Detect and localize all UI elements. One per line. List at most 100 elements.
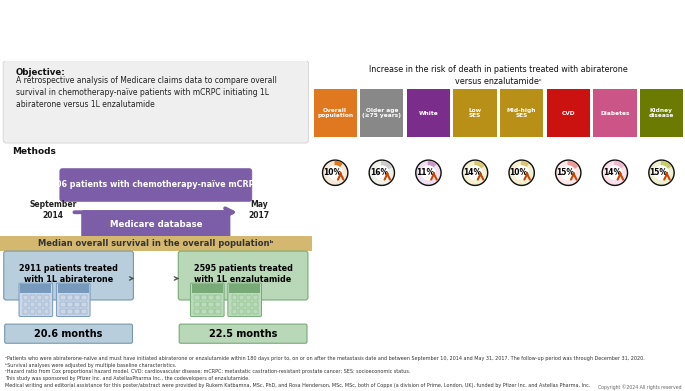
- FancyBboxPatch shape: [228, 283, 262, 316]
- Polygon shape: [515, 166, 528, 179]
- Text: Diabetes: Diabetes: [600, 111, 630, 116]
- Polygon shape: [662, 161, 671, 169]
- FancyBboxPatch shape: [215, 309, 221, 314]
- Text: 10%: 10%: [323, 168, 341, 177]
- FancyBboxPatch shape: [29, 309, 35, 314]
- FancyBboxPatch shape: [37, 302, 42, 307]
- FancyBboxPatch shape: [194, 296, 199, 300]
- FancyBboxPatch shape: [238, 302, 244, 307]
- FancyBboxPatch shape: [19, 283, 53, 316]
- Polygon shape: [510, 161, 533, 184]
- FancyBboxPatch shape: [21, 284, 51, 293]
- Text: Overall
population: Overall population: [317, 108, 353, 118]
- Text: ᵃPatients who were abiraterone-naïve and must have initiated abiraterone or enza: ᵃPatients who were abiraterone-naïve and…: [5, 356, 645, 387]
- Text: CVD: CVD: [562, 111, 575, 116]
- FancyBboxPatch shape: [229, 284, 260, 293]
- FancyBboxPatch shape: [178, 251, 308, 300]
- FancyBboxPatch shape: [253, 296, 258, 300]
- FancyBboxPatch shape: [82, 296, 86, 300]
- Text: September
2014: September 2014: [29, 201, 77, 220]
- FancyBboxPatch shape: [29, 302, 35, 307]
- Polygon shape: [475, 161, 484, 169]
- Text: Copyright ©2024 All rights reserved: Copyright ©2024 All rights reserved: [598, 384, 682, 389]
- Text: In the Medicare chemotherapy-naïve mCRPC population, 1L abiraterone was
associat: In the Medicare chemotherapy-naïve mCRPC…: [327, 262, 634, 310]
- FancyBboxPatch shape: [192, 284, 223, 293]
- Text: 2911 patients treated
with 1L abiraterone: 2911 patients treated with 1L abirateron…: [19, 264, 118, 284]
- Text: Real-world overall survival with abiraterone acetate versus enzalutamide in
chem: Real-world overall survival with abirate…: [18, 13, 667, 47]
- Polygon shape: [603, 161, 626, 184]
- Polygon shape: [557, 161, 580, 184]
- Text: 16%: 16%: [370, 168, 388, 177]
- FancyBboxPatch shape: [238, 309, 244, 314]
- Polygon shape: [556, 160, 581, 185]
- Text: Mid-high
SES: Mid-high SES: [507, 108, 536, 118]
- FancyBboxPatch shape: [67, 309, 73, 314]
- FancyBboxPatch shape: [74, 302, 79, 307]
- FancyBboxPatch shape: [3, 61, 308, 143]
- FancyBboxPatch shape: [23, 302, 28, 307]
- Polygon shape: [464, 161, 486, 184]
- Polygon shape: [323, 160, 348, 185]
- FancyBboxPatch shape: [407, 90, 450, 137]
- FancyBboxPatch shape: [29, 296, 35, 300]
- FancyBboxPatch shape: [0, 237, 312, 251]
- FancyBboxPatch shape: [208, 302, 214, 307]
- Polygon shape: [421, 166, 435, 179]
- FancyBboxPatch shape: [82, 309, 86, 314]
- Polygon shape: [328, 166, 342, 179]
- Polygon shape: [608, 166, 622, 179]
- Polygon shape: [369, 160, 395, 185]
- Polygon shape: [469, 166, 482, 179]
- Text: Older age
(≥75 years): Older age (≥75 years): [362, 108, 401, 118]
- Text: 14%: 14%: [603, 168, 621, 177]
- Text: Median overall survival in the overall populationᵇ: Median overall survival in the overall p…: [38, 239, 273, 248]
- FancyBboxPatch shape: [208, 296, 214, 300]
- FancyBboxPatch shape: [215, 296, 221, 300]
- FancyBboxPatch shape: [44, 309, 49, 314]
- FancyBboxPatch shape: [232, 302, 237, 307]
- Text: 2595 patients treated
with 1L enzalutamide: 2595 patients treated with 1L enzalutami…: [194, 264, 292, 284]
- Polygon shape: [416, 160, 441, 185]
- Polygon shape: [562, 166, 575, 179]
- Polygon shape: [602, 160, 627, 185]
- FancyBboxPatch shape: [67, 296, 73, 300]
- FancyBboxPatch shape: [60, 309, 66, 314]
- FancyBboxPatch shape: [201, 296, 207, 300]
- Polygon shape: [371, 161, 393, 184]
- Text: Kidney
disease: Kidney disease: [649, 108, 674, 118]
- Text: 20.6 months: 20.6 months: [34, 328, 103, 339]
- FancyBboxPatch shape: [58, 284, 89, 293]
- Polygon shape: [522, 161, 528, 167]
- FancyBboxPatch shape: [238, 296, 244, 300]
- Polygon shape: [655, 166, 669, 179]
- Text: A retrospective analysis of Medicare claims data to compare overall
survival in : A retrospective analysis of Medicare cla…: [16, 76, 277, 109]
- FancyBboxPatch shape: [44, 296, 49, 300]
- FancyBboxPatch shape: [60, 169, 252, 201]
- Text: 22.5 months: 22.5 months: [209, 328, 277, 339]
- Text: 14%: 14%: [463, 168, 481, 177]
- FancyBboxPatch shape: [194, 302, 199, 307]
- FancyBboxPatch shape: [82, 302, 86, 307]
- FancyBboxPatch shape: [253, 302, 258, 307]
- Text: Objective:: Objective:: [16, 68, 65, 77]
- Text: 11%: 11%: [416, 168, 434, 177]
- FancyBboxPatch shape: [179, 324, 307, 343]
- Polygon shape: [324, 161, 347, 184]
- FancyBboxPatch shape: [593, 90, 636, 137]
- Text: Increase in the risk of death in patients treated with abiraterone
versus enzalu: Increase in the risk of death in patient…: [369, 65, 627, 86]
- FancyBboxPatch shape: [360, 90, 403, 137]
- Text: 15%: 15%: [649, 168, 667, 177]
- Text: Low
SES: Low SES: [469, 108, 482, 118]
- FancyBboxPatch shape: [74, 296, 79, 300]
- FancyBboxPatch shape: [453, 90, 497, 137]
- FancyBboxPatch shape: [201, 309, 207, 314]
- FancyBboxPatch shape: [232, 296, 237, 300]
- Text: Methods: Methods: [12, 147, 56, 156]
- Polygon shape: [375, 166, 388, 179]
- Polygon shape: [569, 161, 577, 169]
- Polygon shape: [462, 160, 488, 185]
- FancyBboxPatch shape: [37, 296, 42, 300]
- Polygon shape: [428, 161, 436, 167]
- FancyBboxPatch shape: [314, 90, 357, 137]
- FancyBboxPatch shape: [253, 309, 258, 314]
